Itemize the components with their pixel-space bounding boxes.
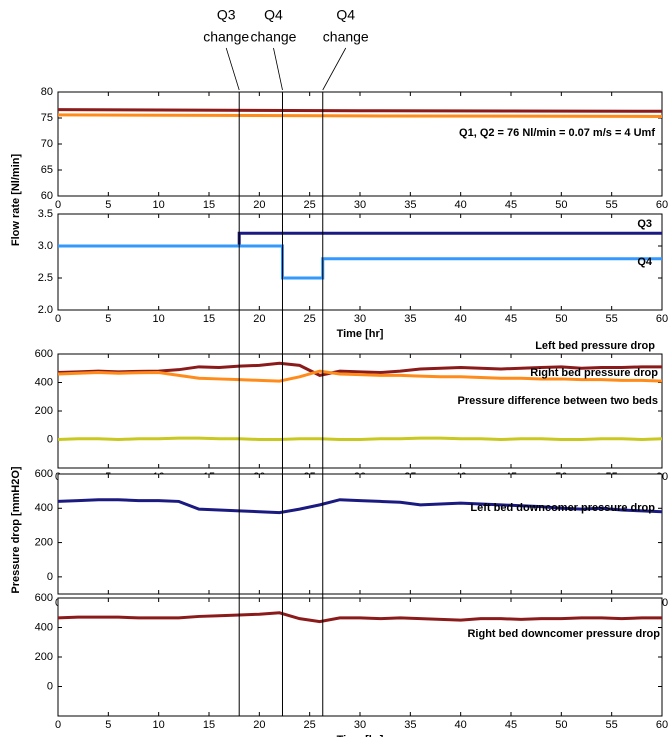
y-tick-label: 3.5	[38, 208, 53, 220]
series-label: Right bed downcomer pressure drop	[467, 628, 660, 640]
x-tick-label: 5	[105, 199, 111, 211]
y-tick-label: 600	[35, 348, 53, 360]
x-tick-label: 60	[656, 199, 668, 211]
y-tick-label: 2.5	[38, 272, 53, 284]
plot-frame	[57, 597, 663, 717]
x-tick-label: 55	[606, 313, 618, 325]
x-tick-label: 45	[505, 719, 517, 731]
y-axis-label: Flow rate [Nl/min]	[10, 154, 22, 247]
x-tick-label: 0	[55, 719, 61, 731]
x-tick-label: 20	[253, 313, 265, 325]
x-tick-label: 55	[606, 199, 618, 211]
series-line	[57, 108, 663, 113]
x-tick-label: 50	[555, 719, 567, 731]
x-tick-label: 30	[354, 719, 366, 731]
y-tick-label: 80	[41, 86, 53, 98]
y-tick-label: 400	[35, 621, 53, 633]
annotation: Q1, Q2 = 76 Nl/min = 0.07 m/s = 4 Umf	[459, 127, 655, 139]
x-tick-label: 40	[455, 719, 467, 731]
x-tick-label: 25	[304, 719, 316, 731]
x-tick-label: 25	[304, 313, 316, 325]
plot-frame	[57, 213, 663, 311]
event-text: change	[251, 29, 297, 45]
y-tick-label: 70	[41, 138, 53, 150]
y-tick-label: 2.0	[38, 304, 53, 316]
y-tick-label: 0	[47, 571, 53, 583]
x-axis-label: Time [hr]	[337, 328, 384, 340]
event-arrow	[322, 47, 347, 91]
x-tick-label: 35	[404, 313, 416, 325]
plot-frame	[57, 473, 663, 595]
series-line	[57, 611, 662, 624]
y-tick-label: 60	[41, 190, 53, 202]
y-tick-label: 200	[35, 405, 53, 417]
x-tick-label: 30	[354, 313, 366, 325]
event-text: change	[203, 29, 249, 45]
x-tick-label: 45	[505, 199, 517, 211]
y-tick-label: 65	[41, 164, 53, 176]
x-tick-label: 5	[105, 719, 111, 731]
x-tick-label: 15	[203, 199, 215, 211]
series-label: Pressure difference between two beds	[457, 395, 658, 407]
x-tick-label: 0	[55, 313, 61, 325]
series-label: Left bed pressure drop	[535, 340, 655, 352]
x-tick-label: 25	[304, 199, 316, 211]
x-tick-label: 45	[505, 313, 517, 325]
event-label: Q4	[264, 7, 283, 23]
x-tick-label: 20	[253, 199, 265, 211]
y-tick-label: 200	[35, 536, 53, 548]
y-axis-label: Pressure drop [mmH2O]	[10, 466, 22, 593]
series-label: Left bed downcomer pressure drop	[470, 502, 655, 514]
series-line	[57, 436, 663, 442]
y-tick-label: 75	[41, 112, 53, 124]
y-tick-label: 200	[35, 651, 53, 663]
x-tick-label: 30	[354, 199, 366, 211]
y-tick-label: 600	[35, 468, 53, 480]
x-tick-label: 55	[606, 719, 618, 731]
x-tick-label: 40	[455, 313, 467, 325]
series-line	[57, 498, 663, 515]
x-tick-label: 10	[153, 199, 165, 211]
y-tick-label: 3.0	[38, 240, 53, 252]
x-tick-label: 5	[105, 313, 111, 325]
x-tick-label: 60	[656, 313, 668, 325]
y-tick-label: 400	[35, 502, 53, 514]
x-tick-label: 35	[404, 199, 416, 211]
series-line	[57, 369, 663, 383]
event-arrow	[273, 47, 283, 91]
series-line	[57, 113, 663, 118]
x-tick-label: 10	[153, 313, 165, 325]
series-label: Right bed pressure drop	[530, 367, 658, 379]
x-tick-label: 50	[555, 313, 567, 325]
series-label: Q3	[637, 218, 652, 230]
y-tick-label: 600	[35, 592, 53, 604]
series-label: Q4	[637, 256, 653, 268]
x-tick-label: 15	[203, 313, 215, 325]
event-arrow	[225, 47, 240, 91]
event-label: Q3	[217, 7, 236, 23]
x-tick-label: 50	[555, 199, 567, 211]
x-tick-label: 10	[153, 719, 165, 731]
x-tick-label: 40	[455, 199, 467, 211]
y-tick-label: 0	[47, 433, 53, 445]
x-tick-label: 20	[253, 719, 265, 731]
x-tick-label: 60	[656, 719, 668, 731]
y-tick-label: 400	[35, 376, 53, 388]
x-tick-label: 0	[55, 199, 61, 211]
event-text: change	[323, 29, 369, 45]
plot-frame	[57, 91, 663, 197]
x-tick-label: 35	[404, 719, 416, 731]
x-tick-label: 15	[203, 719, 215, 731]
y-tick-label: 0	[47, 680, 53, 692]
event-label: Q4	[336, 7, 355, 23]
